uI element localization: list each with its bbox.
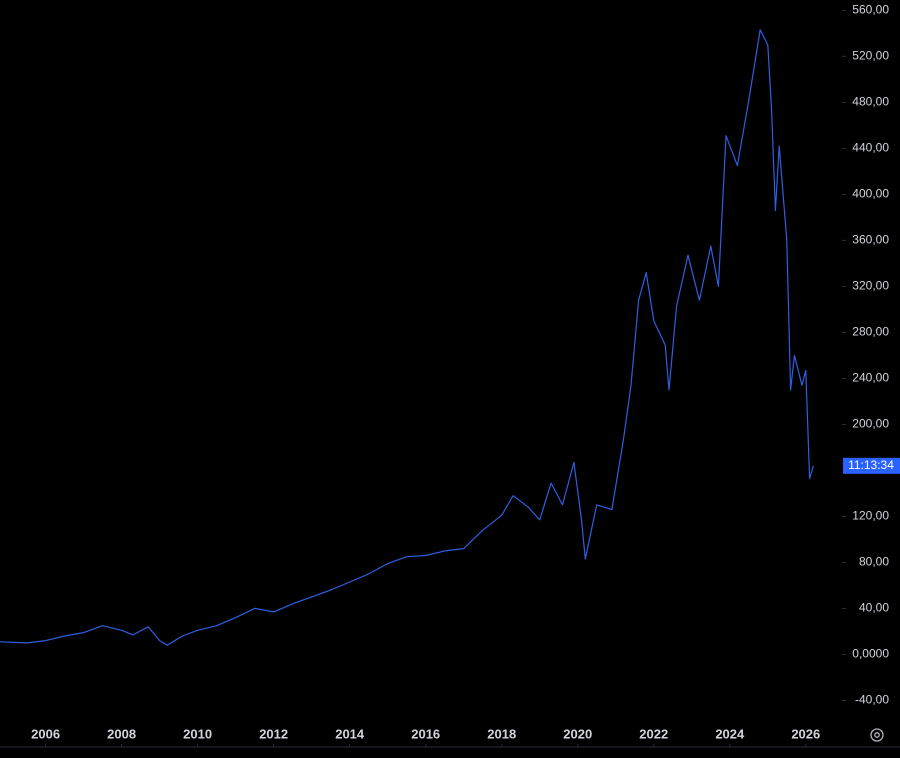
y-tick-label: 40,00	[859, 601, 889, 615]
x-tick-label: 2022	[639, 726, 668, 741]
x-tick-label: 2014	[335, 726, 365, 741]
y-tick-label: 200,00	[852, 417, 889, 431]
y-tick-label: 80,00	[859, 555, 889, 569]
gear-outer[interactable]	[870, 728, 884, 742]
x-tick-label: 2012	[259, 726, 288, 741]
y-tick-label: 120,00	[852, 509, 889, 523]
y-tick-label: 280,00	[852, 325, 889, 339]
y-tick-label: 440,00	[852, 141, 889, 155]
y-tick-label: 480,00	[852, 95, 889, 109]
y-tick-label: 520,00	[852, 49, 889, 63]
y-tick-label: 360,00	[852, 233, 889, 247]
price-line	[0, 29, 814, 646]
x-tick-label: 2026	[791, 726, 820, 741]
y-tick-label: -40,00	[855, 693, 889, 707]
settings-icon[interactable]	[870, 728, 884, 742]
y-tick-label: 240,00	[852, 371, 889, 385]
price-tag: 11:13:34	[848, 458, 894, 472]
x-tick-label: 2006	[31, 726, 60, 741]
x-tick-label: 2010	[183, 726, 212, 741]
y-tick-label: 400,00	[852, 187, 889, 201]
x-tick-label: 2008	[107, 726, 136, 741]
y-tick-label: 320,00	[852, 279, 889, 293]
x-tick-label: 2024	[715, 726, 745, 741]
x-tick-label: 2016	[411, 726, 440, 741]
x-tick-label: 2020	[563, 726, 592, 741]
gear-inner[interactable]	[874, 732, 880, 738]
y-tick-label: 0,0000	[852, 647, 889, 661]
y-tick-label: 560,00	[852, 3, 889, 17]
price-tag-box	[843, 457, 900, 474]
x-tick-label: 2018	[487, 726, 516, 741]
